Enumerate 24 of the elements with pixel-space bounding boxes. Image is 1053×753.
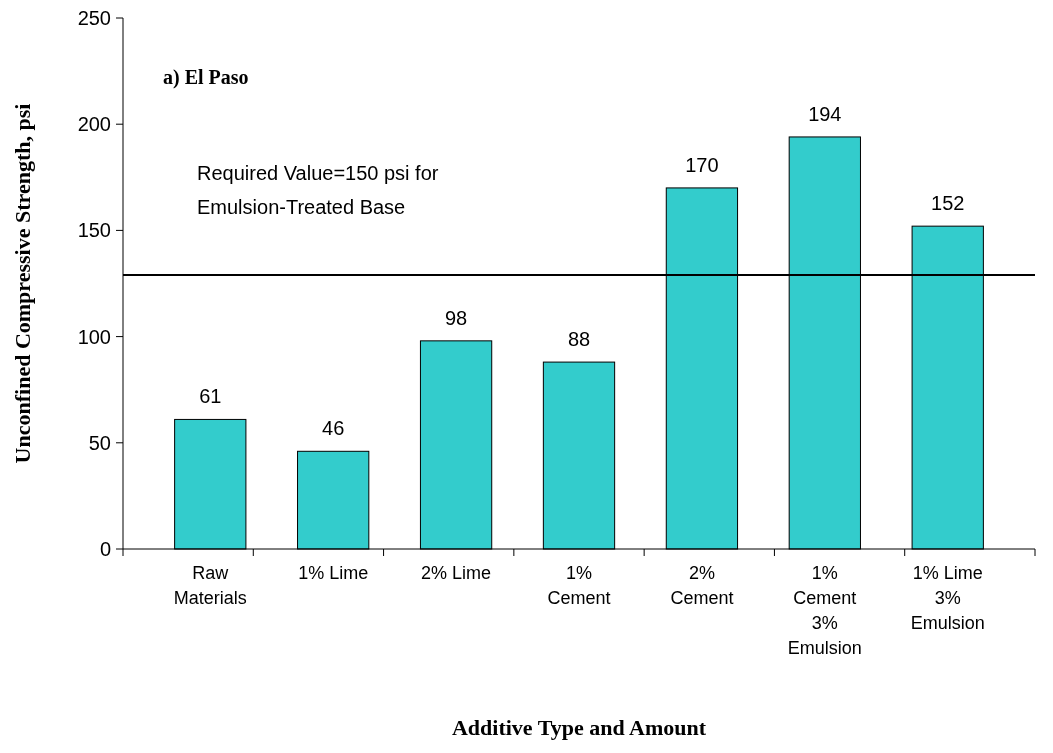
data-label: 152 [931,192,965,215]
x-tick-label: 1% Lime [298,563,369,583]
data-label: 88 [567,328,591,351]
y-tick-label: 200 [77,113,111,136]
y-axis-title: Unconfined Compressive Strength, psi [10,103,35,464]
annotation: Required Value=150 psi for Emulsion-Treated Base [197,162,439,218]
y-tick-label: 250 [77,7,111,29]
data-label: 46 [322,417,345,440]
y-tick-label: 50 [88,431,111,454]
x-tick-label: 1% Cement [547,563,611,608]
data-label: 194 [808,102,842,125]
data-label: 98 [444,306,468,329]
annotation: a) El Paso [163,66,249,89]
x-tick-label: 2% Lime [421,563,492,583]
x-tick-label: 2% Cement [670,563,734,608]
x-tick-label: 1% Lime 3% Emulsion [910,563,985,633]
data-label: 61 [199,385,222,408]
x-tick-label: 1% Cement 3% Emulsion [787,563,862,658]
x-tick-label: Raw Materials [173,563,247,608]
y-tick-label: 100 [77,325,111,348]
data-label: 170 [685,153,719,176]
y-tick-label: 150 [77,219,111,242]
y-tick-label: 0 [99,538,111,560]
x-axis-title: Additive Type and Amount [451,715,707,740]
